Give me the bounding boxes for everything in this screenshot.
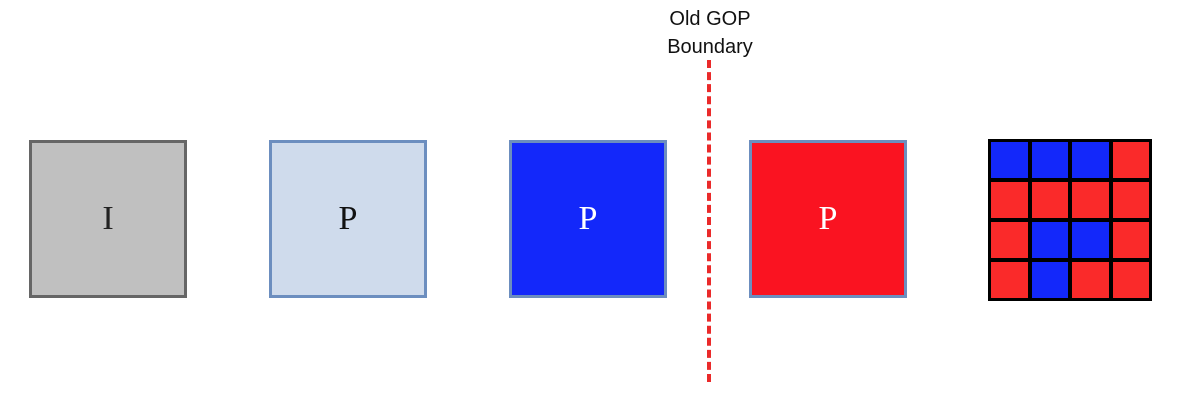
mosaic-block-blue bbox=[1031, 262, 1068, 298]
frame-label: I bbox=[102, 200, 114, 237]
frame-label: P bbox=[818, 200, 838, 237]
mosaic-block-red bbox=[1072, 262, 1109, 298]
i-frame: I bbox=[29, 140, 187, 298]
mosaic-block-blue bbox=[991, 142, 1028, 178]
mosaic-block-red bbox=[1112, 262, 1149, 298]
mosaic-block-blue bbox=[1031, 222, 1068, 258]
mosaic-block-red bbox=[1112, 182, 1149, 218]
block-mosaic-frame bbox=[988, 139, 1152, 301]
mosaic-block-red bbox=[1112, 222, 1149, 258]
gop-boundary-line bbox=[707, 60, 711, 382]
p-frame-blue: P bbox=[509, 140, 667, 298]
mosaic-block-blue bbox=[1031, 142, 1068, 178]
mosaic-block-blue bbox=[1072, 222, 1109, 258]
mosaic-block-red bbox=[991, 222, 1028, 258]
frame-label: P bbox=[338, 200, 358, 237]
mosaic-block-red bbox=[991, 262, 1028, 298]
mosaic-block-red bbox=[1112, 142, 1149, 178]
mosaic-block-red bbox=[1072, 182, 1109, 218]
mosaic-block-blue bbox=[1072, 142, 1109, 178]
mosaic-block-red bbox=[991, 182, 1028, 218]
p-frame-light: P bbox=[269, 140, 427, 298]
frame-label: P bbox=[578, 200, 598, 237]
gop-boundary-label: Old GOP Boundary bbox=[667, 8, 753, 58]
p-frame-red: P bbox=[749, 140, 907, 298]
mosaic-block-red bbox=[1031, 182, 1068, 218]
